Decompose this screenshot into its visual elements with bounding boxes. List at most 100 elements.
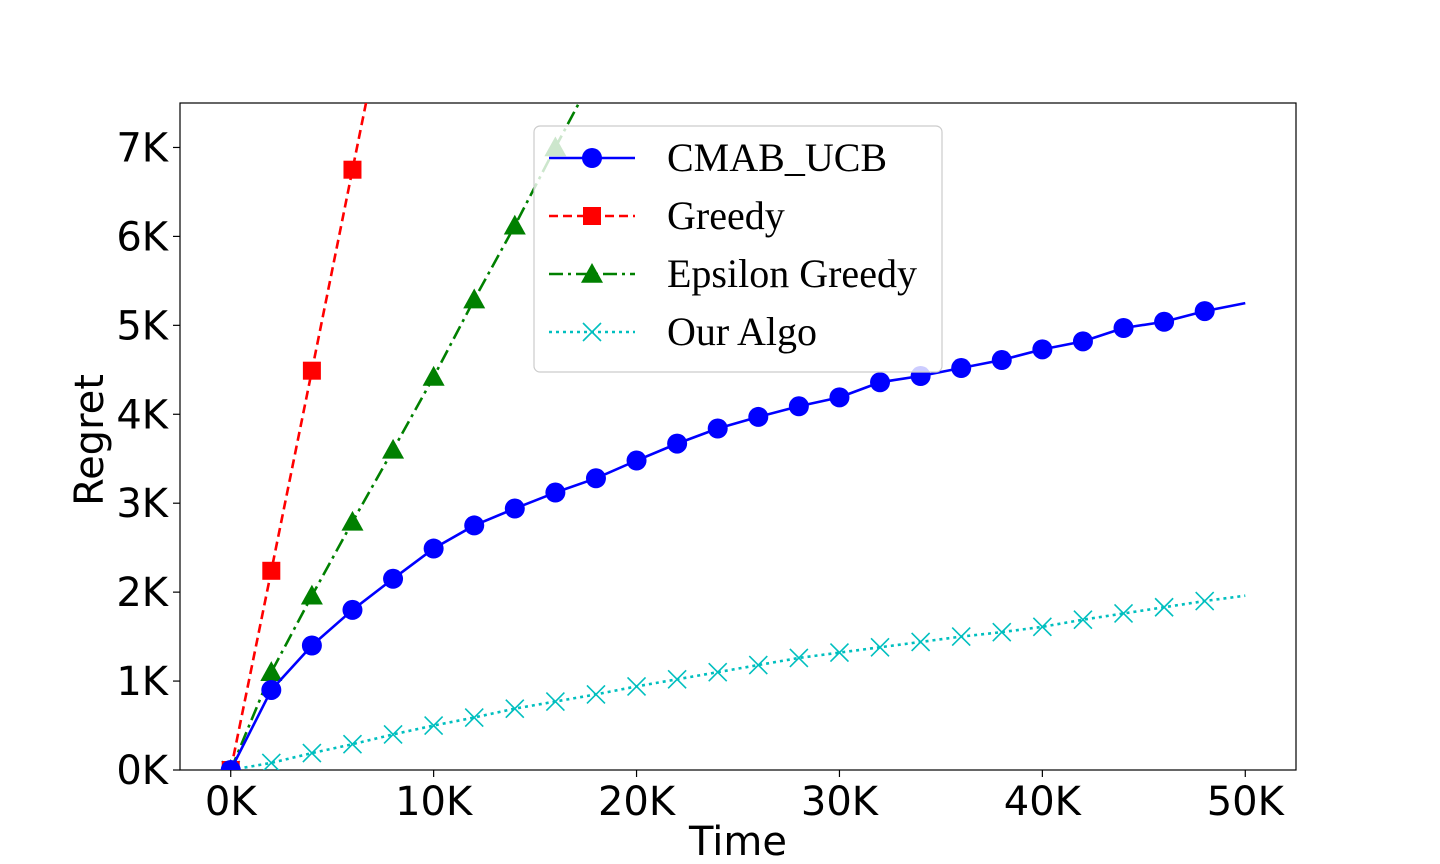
legend-marker — [582, 322, 602, 342]
data-point — [911, 632, 931, 652]
series-our-algo — [221, 591, 1246, 770]
data-point — [707, 418, 728, 439]
legend-item: CMAB_UCB — [549, 135, 887, 180]
legend-item: Epsilon Greedy — [549, 251, 917, 296]
y-tick-label: 4K — [116, 392, 169, 438]
y-axis-label: Regret — [67, 374, 113, 506]
data-point — [789, 648, 809, 668]
marker-x-stroke — [424, 715, 444, 736]
data-point — [951, 627, 971, 647]
data-point — [342, 599, 363, 620]
marker-x-stroke — [1113, 603, 1134, 624]
data-point — [667, 433, 688, 454]
series-cmab-ucb — [220, 301, 1246, 770]
data-point — [301, 635, 322, 656]
data-point — [423, 538, 444, 559]
marker-x-stroke — [829, 643, 850, 663]
data-point — [383, 724, 403, 744]
data-point — [626, 676, 647, 696]
x-tick-label: 30K — [801, 779, 880, 825]
marker-x-stroke — [626, 676, 647, 696]
y-tick-label: 7K — [116, 125, 169, 171]
y-tick-label: 5K — [116, 303, 169, 349]
legend: CMAB_UCB Greedy Epsilon Greedy Our Algo — [533, 125, 943, 373]
x-tick-label: 50K — [1207, 779, 1286, 825]
legend-label: Epsilon Greedy — [667, 251, 917, 296]
data-point — [343, 160, 362, 179]
marker-x-stroke — [789, 648, 809, 668]
data-point — [504, 498, 525, 519]
data-point — [991, 350, 1012, 371]
data-point — [262, 561, 281, 580]
marker-x-stroke — [748, 655, 768, 675]
data-point — [300, 584, 323, 605]
y-tick-label: 3K — [116, 481, 169, 527]
data-point — [545, 482, 566, 503]
x-tick-label: 0K — [205, 779, 258, 825]
data-point — [870, 637, 890, 657]
data-point — [261, 753, 281, 770]
data-point — [748, 655, 768, 675]
data-point — [1072, 331, 1093, 352]
data-point — [748, 406, 769, 427]
marker-x-stroke — [870, 637, 890, 657]
marker-x-stroke — [992, 622, 1012, 642]
marker-x-stroke — [911, 632, 931, 652]
data-point — [1154, 311, 1175, 332]
marker-x-stroke — [667, 669, 687, 689]
data-point — [586, 684, 606, 704]
y-tick-label: 1K — [116, 659, 169, 705]
data-point — [464, 707, 484, 728]
data-point — [503, 214, 526, 235]
data-point — [1073, 610, 1093, 630]
legend-item: Greedy — [549, 193, 785, 238]
data-point — [342, 734, 363, 754]
marker-x-stroke — [1195, 591, 1215, 611]
data-point — [951, 358, 972, 379]
ticks-layer: 0K 10K 20K 30K 40K 50K 0K 1K 2K 3K 4K 5K 6K 7K — [116, 125, 1285, 825]
marker-x-stroke — [1032, 617, 1052, 637]
data-point — [505, 699, 525, 719]
data-point — [463, 288, 486, 309]
data-point — [992, 622, 1012, 642]
legend-marker — [582, 148, 602, 168]
marker-x-stroke — [263, 753, 281, 770]
data-point — [708, 662, 728, 682]
legend-marker — [581, 263, 603, 283]
marker-x-stroke — [951, 627, 971, 647]
legend-label: Greedy — [667, 193, 785, 238]
data-point — [341, 510, 364, 531]
marker-x-stroke — [1073, 610, 1093, 630]
y-tick-label: 0K — [116, 748, 169, 794]
series-layer — [220, 103, 1246, 770]
marker-x-stroke — [464, 707, 484, 728]
data-point — [260, 661, 283, 681]
marker-x-stroke — [302, 743, 322, 763]
legend-item: Our Algo — [549, 309, 817, 354]
x-axis-label: Time — [688, 819, 787, 864]
marker-x-stroke — [586, 684, 606, 704]
data-point — [545, 691, 565, 712]
data-point — [1195, 591, 1215, 611]
legend-box — [533, 125, 943, 373]
y-tick-label: 2K — [116, 570, 169, 616]
marker-x-stroke — [505, 699, 525, 719]
marker-x-stroke — [708, 662, 728, 682]
data-point — [1113, 603, 1134, 624]
legend-label: Our Algo — [667, 309, 817, 354]
marker-x-stroke — [383, 724, 403, 744]
data-point — [1113, 318, 1134, 339]
marker-x-stroke — [342, 734, 363, 754]
data-point — [382, 438, 405, 459]
x-tick-label: 40K — [1004, 779, 1083, 825]
data-point — [464, 515, 485, 536]
data-point — [1194, 301, 1215, 322]
marker-x-stroke — [582, 322, 602, 342]
data-point — [422, 365, 445, 386]
legend-marker — [583, 207, 601, 225]
data-point — [424, 715, 444, 736]
data-point — [383, 568, 404, 589]
marker-x-stroke — [1154, 597, 1174, 617]
data-point — [870, 372, 891, 393]
